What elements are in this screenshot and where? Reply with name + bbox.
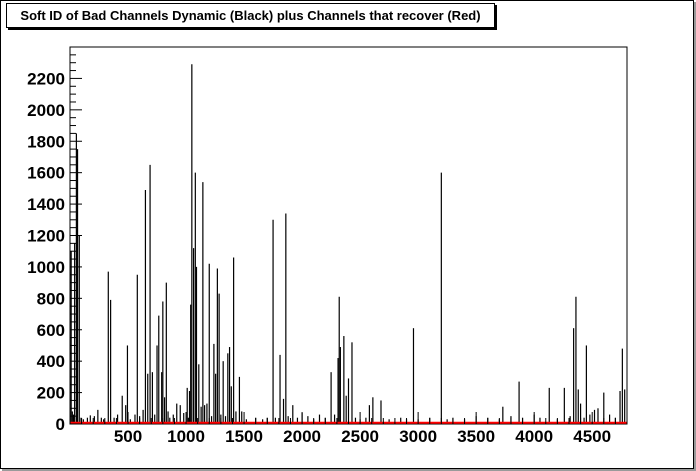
y-tick-label: 1200 [27, 227, 65, 246]
y-tick-label: 2000 [27, 101, 65, 120]
x-tick-label: 4500 [573, 427, 611, 446]
y-tick-label: 1000 [27, 258, 65, 277]
y-tick-label: 1800 [27, 132, 65, 151]
x-tick-label: 3000 [399, 427, 437, 446]
x-tick-label: 1500 [225, 427, 263, 446]
x-tick-label: 2500 [341, 427, 379, 446]
y-axis: 0 200 400 600 800 1000 1200 1400 1600 1800 2000 220… [27, 54, 82, 434]
x-tick-label: 2000 [283, 427, 321, 446]
x-axis: 500 1000 1500 2000 2500 3000 3500 4000 4500 [69, 412, 628, 446]
plot-frame [69, 46, 628, 425]
y-tick-label: 800 [37, 289, 65, 308]
title-box: Soft ID of Bad Channels Dynamic (Black) … [6, 3, 495, 28]
bars-layer [70, 64, 626, 424]
chart-title: Soft ID of Bad Channels Dynamic (Black) … [20, 8, 481, 23]
y-tick-label: 1400 [27, 195, 65, 214]
y-tick-label: 1600 [27, 164, 65, 183]
x-tick-label: 1000 [167, 427, 205, 446]
x-tick-label: 500 [114, 427, 142, 446]
y-tick-label: 0 [56, 415, 65, 434]
x-tick-label: 3500 [457, 427, 495, 446]
y-tick-label: 2200 [27, 69, 65, 88]
y-tick-label: 600 [37, 321, 65, 340]
x-tick-label: 4000 [515, 427, 553, 446]
y-tick-label: 200 [37, 384, 65, 403]
y-tick-label: 400 [37, 352, 65, 371]
